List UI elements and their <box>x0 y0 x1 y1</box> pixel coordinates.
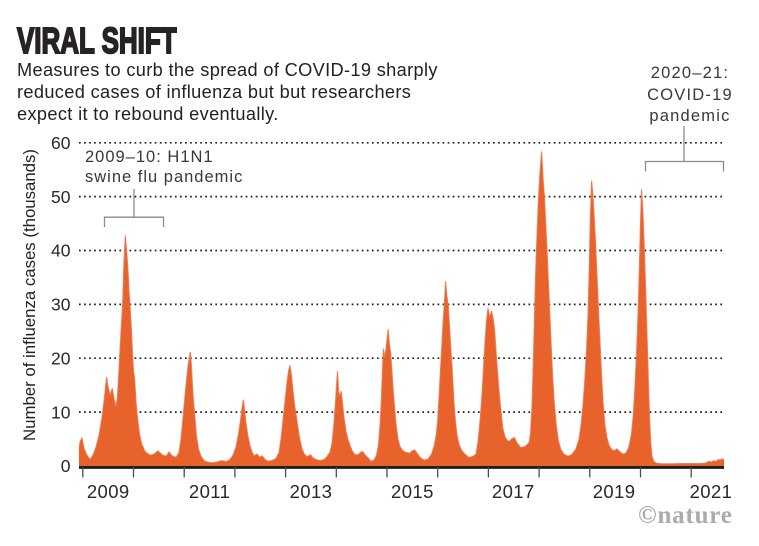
svg-text:2017: 2017 <box>492 481 535 502</box>
svg-text:Number of influenza cases (tho: Number of influenza cases (thousands) <box>20 149 39 441</box>
svg-text:2019: 2019 <box>593 481 636 502</box>
svg-text:50: 50 <box>51 187 71 207</box>
svg-text:2009: 2009 <box>87 481 130 502</box>
svg-text:2015: 2015 <box>391 481 434 502</box>
svg-text:2021: 2021 <box>690 481 733 502</box>
svg-text:2011: 2011 <box>189 481 230 502</box>
svg-text:40: 40 <box>51 241 71 261</box>
svg-text:30: 30 <box>51 295 71 315</box>
svg-text:60: 60 <box>51 133 71 153</box>
svg-text:10: 10 <box>51 402 71 422</box>
svg-text:2013: 2013 <box>290 481 333 502</box>
svg-text:20: 20 <box>51 348 71 368</box>
svg-text:0: 0 <box>61 456 71 476</box>
